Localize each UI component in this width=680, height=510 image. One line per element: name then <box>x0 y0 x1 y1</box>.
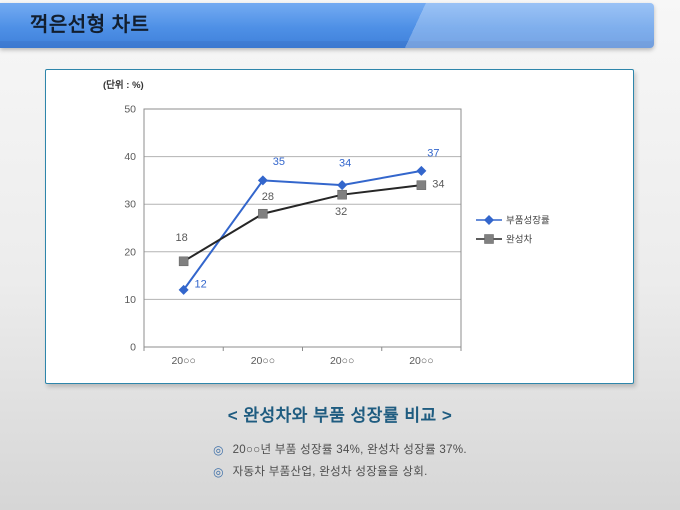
svg-text:20○○: 20○○ <box>409 355 433 367</box>
square-marker <box>416 180 427 190</box>
bullet-list: ◎ 20○○년 부품 성장률 34%, 완성차 성장률 37%. ◎ 자동차 부품산업… <box>213 441 467 485</box>
legend-label-1: 완성차 <box>506 234 532 246</box>
diamond-marker <box>178 284 189 295</box>
chart-panel: (단위 : %) 0 10 20 30 40 50 20○○ 20○○ 20○○ 20○○ 12 35 3… <box>45 69 634 384</box>
legend-label-0: 부품성장률 <box>506 216 550 227</box>
svg-text:40: 40 <box>124 151 136 163</box>
y-axis-labels: 0 10 20 30 40 50 <box>124 104 136 354</box>
data-label: 12 <box>195 278 207 290</box>
x-axis-ticks <box>143 347 462 351</box>
svg-text:10: 10 <box>124 294 136 306</box>
diamond-marker <box>337 180 348 191</box>
square-marker <box>178 256 189 267</box>
svg-text:20○○: 20○○ <box>330 355 354 367</box>
series-0: 12 35 34 37 <box>178 147 440 295</box>
unit-label: (단위 : %) <box>103 79 144 91</box>
square-marker <box>258 208 268 219</box>
svg-text:30: 30 <box>124 199 136 211</box>
data-label: 32 <box>335 206 347 218</box>
diamond-marker <box>484 215 494 225</box>
gridlines <box>144 108 461 348</box>
diamond-marker <box>416 165 427 176</box>
double-circle-bullet-icon: ◎ <box>213 465 224 479</box>
svg-text:50: 50 <box>124 104 136 116</box>
bullet-block: ◎ 20○○년 부품 성장률 34%, 완성차 성장률 37%. ◎ 자동차 부품산업… <box>0 441 680 485</box>
series-1: 18 28 32 34 <box>176 179 445 267</box>
caption-title: < 완성차와 부품 성장률 비교 > <box>227 406 453 425</box>
data-label: 28 <box>262 191 274 203</box>
bullet-text: 20○○년 부품 성장률 34%, 완성차 성장률 37%. <box>232 444 467 456</box>
line-chart: (단위 : %) 0 10 20 30 40 50 20○○ 20○○ 20○○ 20○○ 12 35 3… <box>103 79 550 367</box>
svg-text:20○○: 20○○ <box>251 355 275 367</box>
bullet-item-0: ◎ 20○○년 부품 성장률 34%, 완성차 성장률 37%. <box>213 441 467 463</box>
data-label: 34 <box>432 179 444 191</box>
double-circle-bullet-icon: ◎ <box>213 443 224 457</box>
data-label: 37 <box>427 147 439 159</box>
page-title: 꺽은선형 차트 <box>30 14 150 36</box>
data-label: 34 <box>339 158 351 170</box>
bullet-text: 자동차 부품산업, 완성차 성장율을 상회. <box>232 466 428 478</box>
svg-text:0: 0 <box>130 342 136 354</box>
square-marker <box>337 189 347 200</box>
diamond-marker <box>257 175 268 186</box>
bullet-item-1: ◎ 자동차 부품산업, 완성차 성장율을 상회. <box>213 463 467 485</box>
plot-border <box>143 108 462 348</box>
x-axis-labels: 20○○ 20○○ 20○○ 20○○ <box>171 355 433 367</box>
header-bar: 꺽은선형 차트 <box>0 3 654 48</box>
data-label: 18 <box>176 232 188 244</box>
svg-text:20○○: 20○○ <box>171 355 195 367</box>
data-label: 35 <box>273 156 285 168</box>
svg-text:20: 20 <box>124 246 136 258</box>
square-marker <box>484 234 494 244</box>
